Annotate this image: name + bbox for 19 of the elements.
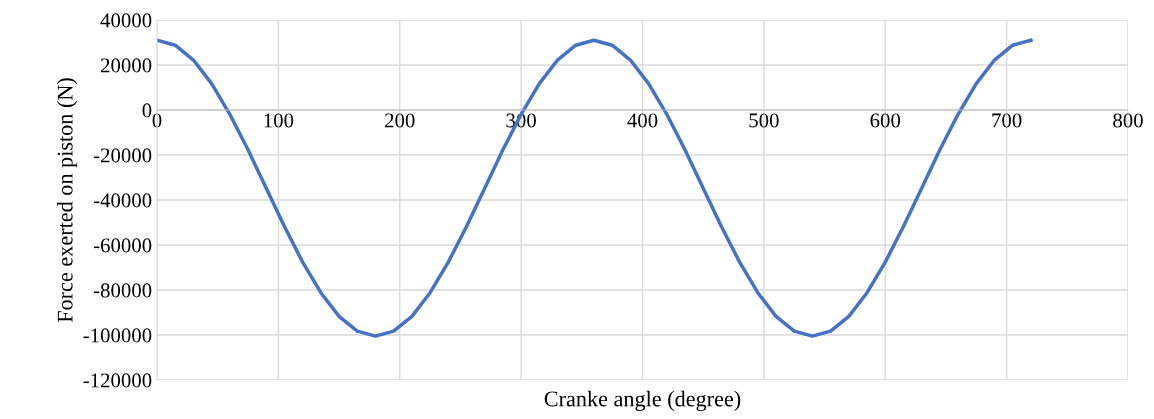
x-tick-label: 400 [627,113,658,128]
y-tick-label: -40000 [93,193,152,208]
y-tick-label: -60000 [93,238,152,253]
y-tick-label: 0 [142,103,152,118]
y-tick-label: -120000 [83,373,152,388]
x-tick-label: 100 [264,113,294,128]
x-tick-label: 800 [1113,113,1143,128]
x-tick-label: 600 [870,113,901,128]
x-tick-label: 500 [749,113,779,128]
y-axis-title: Force exerted on piston (N) [56,78,78,323]
y-tick-label: 20000 [100,58,152,73]
x-tick-label: 700 [992,113,1022,128]
y-tick-label: -80000 [93,283,152,298]
x-tick-label: 200 [385,113,415,128]
y-tick-label: -100000 [83,328,152,343]
x-axis-title: Cranke angle (degree) [544,390,741,412]
y-tick-label: -20000 [93,148,152,163]
x-tick-label: 0 [152,113,162,128]
y-tick-label: 40000 [100,13,152,28]
